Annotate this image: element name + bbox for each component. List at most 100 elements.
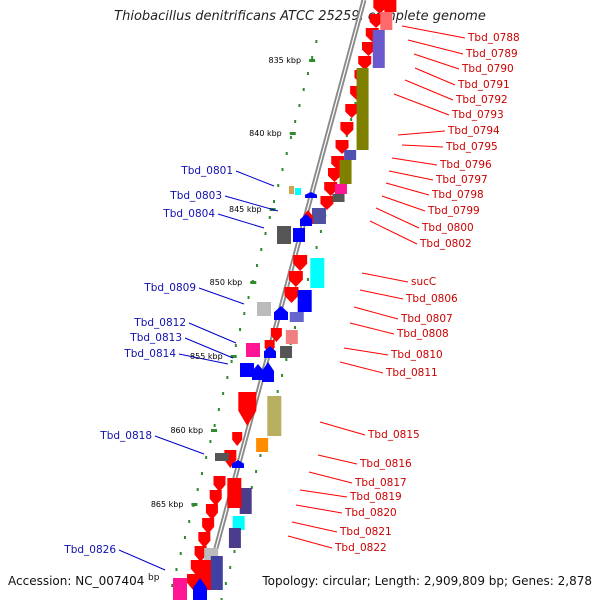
inner-scale-dot [285, 358, 288, 361]
feature-bar [380, 12, 393, 30]
leader-line-left [184, 337, 234, 359]
feature-box [280, 346, 293, 358]
scale-dot [306, 72, 309, 75]
gene-arrow-blue [300, 214, 312, 226]
feature-bar [227, 478, 242, 508]
gene-arrow-red [194, 546, 207, 562]
scale-dot [200, 472, 203, 475]
scale-dot [294, 120, 297, 123]
scale-dot [277, 184, 280, 187]
leader-line-right [401, 144, 444, 148]
inner-scale-dot [220, 598, 223, 600]
gene-label-right: Tbd_0817 [354, 477, 407, 489]
leader-lines-layer [118, 25, 466, 571]
leader-line-left [154, 435, 205, 455]
gene-label-right: Tbd_0807 [400, 313, 453, 325]
scale-dot [285, 152, 288, 155]
gene-label-right: Tbd_0798 [431, 189, 484, 201]
scale-dot [302, 88, 305, 91]
gene-arrow-blue [252, 364, 264, 380]
feature-box [311, 208, 326, 224]
gene-label-right: Tbd_0799 [427, 205, 480, 217]
backbone-layer [199, 0, 367, 600]
feature-bar [310, 258, 325, 288]
scale-dots-layer [171, 40, 366, 600]
leader-line-right [407, 39, 464, 55]
scale-label: 845 kbp [229, 205, 262, 214]
scale-tick [309, 59, 316, 62]
feature-bar [384, 0, 397, 12]
feature-bar [297, 290, 312, 312]
scale-label: 855 kbp [190, 352, 223, 361]
leader-line-left [235, 170, 275, 187]
gene-arrow-red [293, 255, 308, 271]
leader-line-left [188, 322, 237, 344]
gene-label-right: Tbd_0808 [396, 328, 449, 340]
scale-dot [188, 520, 191, 523]
scale-dot [315, 40, 318, 43]
gene-arrow-red [202, 518, 215, 534]
feature-bar [334, 184, 347, 194]
gene-arrow-red [362, 42, 375, 56]
gene-arrow-red [238, 392, 257, 426]
bp-unit-text: bp [148, 573, 160, 583]
gene-label-right: Tbd_0790 [461, 63, 514, 75]
gene-label-right: Tbd_0802 [419, 238, 472, 250]
gene-arrow-red [327, 168, 341, 182]
feature-box [240, 363, 254, 377]
scale-dot [209, 440, 212, 443]
feature-box [232, 516, 245, 530]
inner-scale-dot [293, 326, 296, 329]
gene-arrow-red [358, 56, 372, 70]
feature-box [246, 343, 260, 357]
gene-label-right: Tbd_0821 [339, 526, 392, 538]
leader-line-right [401, 25, 466, 39]
scale-dot [273, 200, 275, 203]
leader-line-right [343, 347, 389, 356]
gene-arrow-red [209, 490, 222, 506]
map-title: Thiobacillus denitrificans ATCC 25259, c… [114, 9, 486, 24]
leader-line-right [287, 535, 333, 549]
scale-dot [260, 248, 263, 251]
gene-arrow-blue [305, 192, 317, 198]
gene-arrow-blue [274, 306, 288, 320]
inner-scale-dot [281, 374, 284, 377]
scale-dot [196, 488, 199, 491]
scale-dot [243, 312, 246, 315]
leader-line-left [198, 287, 245, 305]
gene-arrow-red [288, 271, 303, 287]
feature-bar [344, 150, 357, 160]
inner-scale-dot [255, 470, 258, 473]
feature-bar [173, 578, 187, 600]
inner-scale-dot [319, 230, 322, 233]
gene-label-left: Tbd_0801 [180, 165, 233, 177]
leader-line-left [118, 549, 166, 571]
scale-tick [230, 355, 237, 358]
feature-box [293, 228, 305, 242]
gene-label-right: Tbd_0811 [385, 367, 438, 379]
inner-scale-dot [229, 566, 232, 569]
scale-tick [191, 503, 198, 506]
leader-line-right [339, 361, 384, 374]
scale-dot [247, 296, 250, 299]
leader-line-right [308, 471, 353, 484]
leader-line-right [393, 93, 450, 116]
feature-bar [228, 528, 241, 548]
gene-arrow-red [369, 14, 383, 28]
gene-arrow-blue [232, 460, 244, 468]
scale-dot [230, 360, 233, 363]
gene-label-right: Tbd_0791 [457, 79, 510, 91]
inner-scale-dot [250, 486, 253, 489]
leader-line-right [404, 79, 454, 101]
scale-dot [175, 568, 178, 571]
leader-line-right [295, 504, 343, 514]
leader-line-left [224, 195, 279, 212]
gene-label-right: Tbd_0794 [447, 125, 500, 137]
feature-box [215, 453, 229, 461]
scale-dot [179, 552, 182, 555]
feature-bar [356, 68, 369, 150]
scale-dot [268, 216, 271, 219]
scale-tick [289, 132, 296, 135]
scale-dot [171, 584, 174, 587]
